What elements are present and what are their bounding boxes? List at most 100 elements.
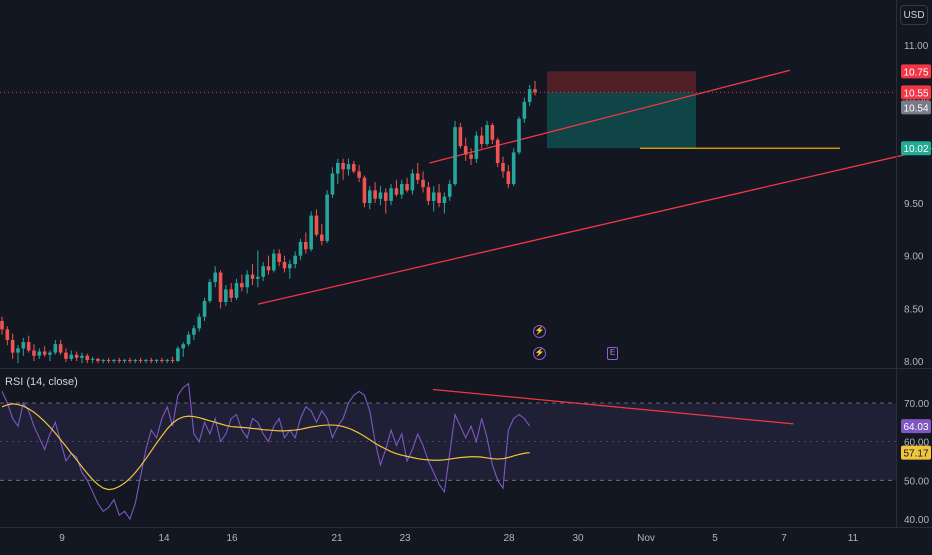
candle-body: [197, 316, 202, 329]
candle-body: [181, 344, 186, 349]
candle-body: [229, 289, 233, 298]
time-tick-label: 16: [226, 533, 238, 544]
candle-body: [447, 184, 452, 197]
candle-body: [32, 350, 36, 356]
candle-body: [16, 348, 20, 353]
candle-body: [325, 194, 329, 241]
candle-body: [426, 187, 431, 201]
candle-body: [42, 351, 47, 355]
rsi-value-box: [901, 419, 931, 434]
candle-body: [245, 274, 249, 288]
take-profit-zone: [547, 92, 696, 149]
candle-body: [154, 359, 159, 361]
time-tick-label: 21: [331, 533, 343, 544]
time-tick-label: 14: [158, 533, 170, 544]
candle-body: [474, 135, 479, 159]
time-tick-label: 30: [572, 533, 584, 544]
rsi-indicator-label[interactable]: RSI (14, close): [5, 376, 78, 388]
candle-body: [394, 188, 399, 195]
candle-body: [442, 196, 447, 203]
candle-body: [501, 162, 505, 172]
candle-body: [367, 190, 372, 203]
candle-body: [506, 171, 511, 185]
candle-body: [293, 255, 297, 265]
candle-body: [314, 215, 319, 235]
price-label-text: 10.02: [903, 144, 928, 155]
candle-body: [122, 359, 127, 361]
candle-body: [112, 359, 116, 361]
price-axis-border: [896, 0, 897, 527]
candle-body: [106, 359, 111, 361]
trendline-channel-lower: [257, 147, 932, 305]
earnings-icon[interactable]: E: [607, 347, 618, 360]
candle-body: [5, 329, 10, 340]
price-label-text: 10.55: [903, 88, 928, 99]
candle-body: [133, 359, 138, 361]
candle-body: [170, 359, 175, 361]
candle-body: [186, 334, 191, 345]
price-tick-label: 8.50: [904, 304, 924, 315]
candle-body: [527, 89, 532, 102]
candle-body: [415, 173, 420, 180]
candle-body: [485, 125, 489, 145]
time-tick-label: 23: [399, 533, 411, 544]
price-tick-label: 9.00: [904, 252, 924, 263]
candle-body: [256, 276, 260, 279]
candle-body: [144, 359, 148, 361]
candle-body: [176, 348, 180, 361]
candle-body: [37, 351, 42, 356]
candle-body: [479, 135, 484, 145]
rsi-tick-label: 40.00: [904, 515, 929, 526]
candle-body: [21, 342, 26, 349]
rsi-divergence-line: [432, 388, 794, 425]
candle-body: [117, 359, 122, 361]
candle-body: [48, 352, 52, 355]
candle-body: [522, 101, 527, 119]
candle-body: [69, 354, 74, 359]
candle-body: [240, 283, 244, 288]
candle-body: [383, 192, 388, 201]
time-tick-label: 9: [59, 533, 65, 544]
candle-body: [458, 127, 463, 147]
candle-body: [58, 344, 63, 353]
dividend-icon[interactable]: ⚡: [533, 325, 546, 338]
candle-body: [469, 154, 473, 159]
rsi-line: [1, 382, 531, 521]
split-icon[interactable]: ⚡: [533, 347, 546, 360]
candle-body: [357, 171, 361, 178]
candle-body: [250, 274, 255, 279]
candle-body: [96, 358, 100, 361]
price-label-box: [901, 100, 931, 115]
candle-body: [74, 354, 79, 358]
candle-body: [320, 234, 324, 241]
candle-body: [218, 272, 223, 303]
candle-body: [288, 264, 292, 269]
candle-body: [165, 359, 170, 361]
candle-body: [224, 289, 228, 303]
rsi-tick-label: 60.00: [904, 438, 929, 449]
candle-body: [453, 127, 457, 185]
currency-button[interactable]: USD: [900, 5, 928, 25]
candle-body: [346, 164, 351, 170]
time-tick-label: 11: [848, 533, 859, 544]
candle-body: [330, 173, 335, 195]
candle-body: [208, 282, 212, 301]
candle-body: [90, 358, 95, 360]
candle-body: [463, 146, 468, 155]
candle-body: [149, 359, 154, 361]
candle-body: [421, 179, 425, 188]
candle-body: [298, 241, 303, 256]
candle-body: [362, 177, 367, 203]
candle-body: [341, 162, 345, 170]
candle-body: [405, 184, 409, 191]
candle-body: [0, 320, 4, 330]
rsi-value-text: 64.03: [903, 422, 928, 433]
candle-body: [437, 192, 441, 203]
trendline-channel-upper: [429, 69, 791, 164]
time-tick-label: 7: [781, 533, 787, 544]
candle-body: [85, 355, 90, 360]
candle-body: [101, 359, 106, 361]
time-tick-label: 5: [712, 533, 718, 544]
